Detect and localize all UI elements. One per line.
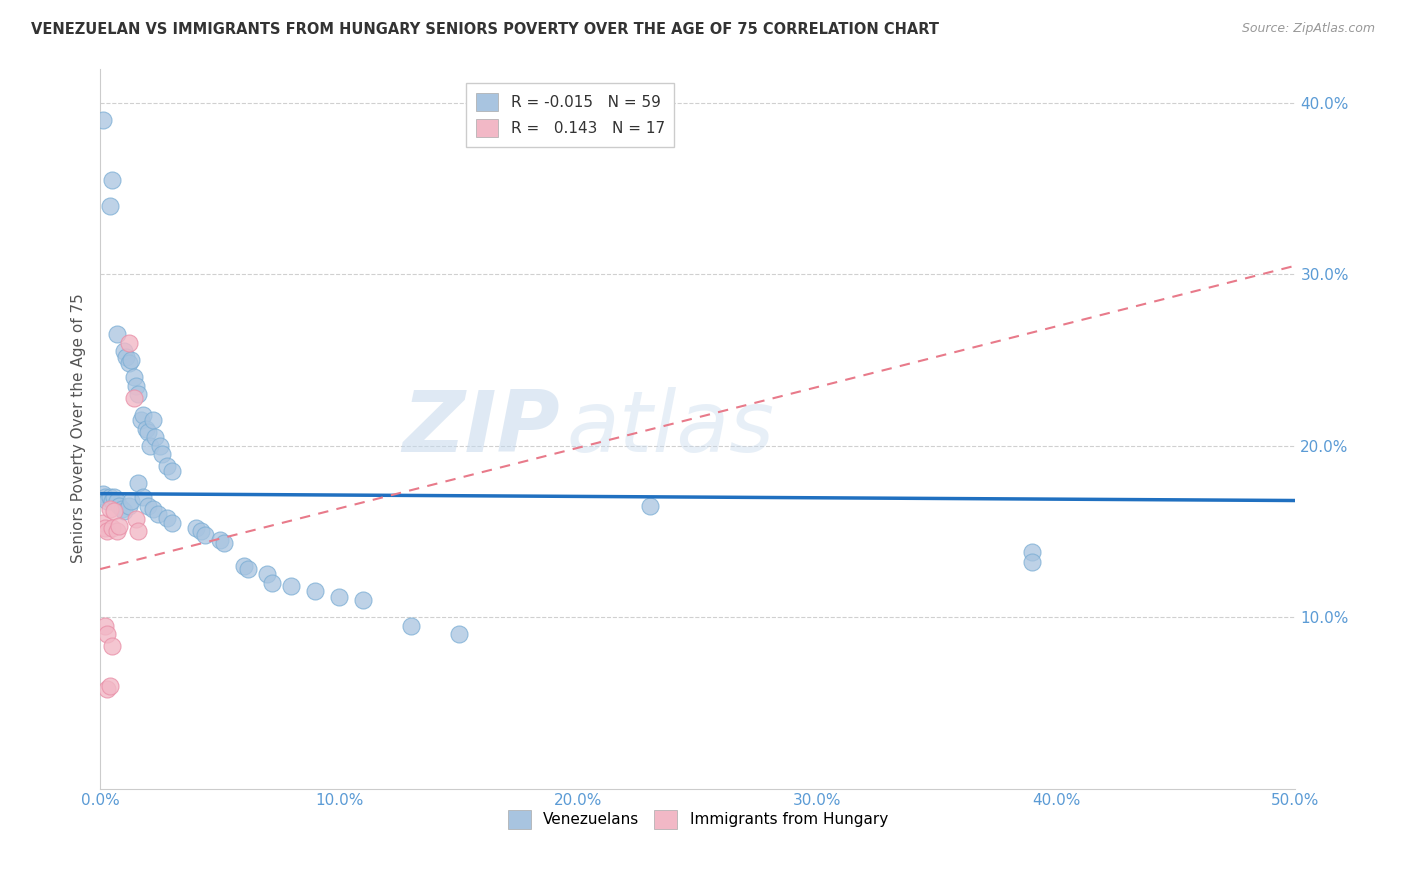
Point xyxy=(135,421,157,435)
Point xyxy=(112,344,135,359)
Point xyxy=(122,370,145,384)
Point xyxy=(96,682,118,697)
Point xyxy=(127,524,149,539)
Point xyxy=(156,459,179,474)
Point xyxy=(214,536,236,550)
Point xyxy=(120,353,142,368)
Point xyxy=(399,618,422,632)
Point xyxy=(111,502,134,516)
Point xyxy=(108,499,131,513)
Point xyxy=(120,493,142,508)
Point xyxy=(1021,545,1043,559)
Point xyxy=(160,516,183,530)
Text: atlas: atlas xyxy=(567,387,775,470)
Point xyxy=(256,567,278,582)
Point xyxy=(127,387,149,401)
Point xyxy=(101,173,124,187)
Text: VENEZUELAN VS IMMIGRANTS FROM HUNGARY SENIORS POVERTY OVER THE AGE OF 75 CORRELA: VENEZUELAN VS IMMIGRANTS FROM HUNGARY SE… xyxy=(31,22,939,37)
Point xyxy=(105,493,128,508)
Legend: Venezuelans, Immigrants from Hungary: Venezuelans, Immigrants from Hungary xyxy=(502,804,894,835)
Point xyxy=(118,356,141,370)
Point xyxy=(129,413,152,427)
Point xyxy=(143,430,166,444)
Point xyxy=(132,490,155,504)
Point xyxy=(142,502,165,516)
Point xyxy=(280,579,302,593)
Text: ZIP: ZIP xyxy=(402,387,561,470)
Point xyxy=(122,391,145,405)
Point xyxy=(96,627,118,641)
Point xyxy=(194,528,217,542)
Point xyxy=(101,521,124,535)
Point xyxy=(352,593,374,607)
Point xyxy=(101,639,124,653)
Point xyxy=(262,575,284,590)
Point xyxy=(105,524,128,539)
Point xyxy=(112,504,135,518)
Point xyxy=(160,464,183,478)
Point xyxy=(125,378,148,392)
Point xyxy=(91,516,114,530)
Point xyxy=(98,199,121,213)
Point xyxy=(94,521,117,535)
Point xyxy=(125,512,148,526)
Point xyxy=(150,447,173,461)
Text: Source: ZipAtlas.com: Source: ZipAtlas.com xyxy=(1241,22,1375,36)
Point xyxy=(105,327,128,342)
Point xyxy=(638,499,661,513)
Point xyxy=(96,493,118,508)
Point xyxy=(139,439,162,453)
Point xyxy=(146,507,169,521)
Point xyxy=(232,558,254,573)
Point xyxy=(132,408,155,422)
Point xyxy=(103,490,125,504)
Point xyxy=(328,590,350,604)
Point xyxy=(91,486,114,500)
Point xyxy=(136,425,159,439)
Point xyxy=(447,627,470,641)
Point xyxy=(94,490,117,504)
Point xyxy=(101,493,124,508)
Point xyxy=(304,584,326,599)
Point xyxy=(103,504,125,518)
Point xyxy=(98,490,121,504)
Point xyxy=(136,499,159,513)
Point xyxy=(208,533,231,547)
Y-axis label: Seniors Poverty Over the Age of 75: Seniors Poverty Over the Age of 75 xyxy=(72,293,86,564)
Point xyxy=(149,439,172,453)
Point xyxy=(98,679,121,693)
Point xyxy=(156,510,179,524)
Point xyxy=(238,562,260,576)
Point xyxy=(96,524,118,539)
Point xyxy=(142,413,165,427)
Point xyxy=(108,519,131,533)
Point xyxy=(127,476,149,491)
Point xyxy=(190,524,212,539)
Point xyxy=(118,335,141,350)
Point xyxy=(91,112,114,127)
Point xyxy=(1021,555,1043,569)
Point xyxy=(98,502,121,516)
Point xyxy=(118,499,141,513)
Point xyxy=(94,618,117,632)
Point xyxy=(184,521,207,535)
Point xyxy=(115,350,138,364)
